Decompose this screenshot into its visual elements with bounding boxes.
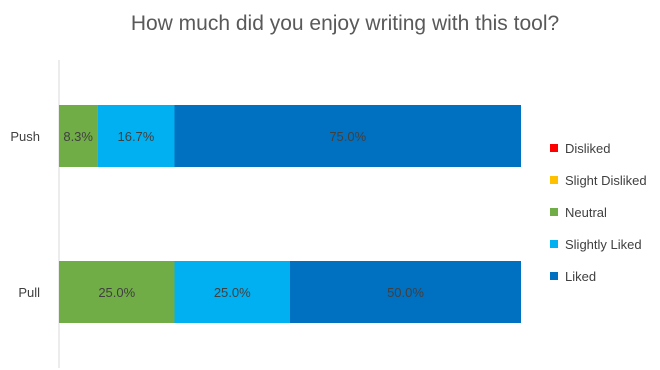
- legend-swatch-neutral: [550, 208, 558, 216]
- legend-swatch-liked: [550, 272, 558, 280]
- chart-title: How much did you enjoy writing with this…: [131, 12, 559, 35]
- legend-label-liked: Liked: [565, 269, 596, 284]
- legend-label-slight-disliked: Slight Disliked: [565, 173, 647, 188]
- bar-pull-neutral: [59, 261, 175, 323]
- data-label-pull-neutral: 25.0%: [98, 285, 135, 300]
- legend-label-slightly-liked: Slightly Liked: [565, 237, 642, 252]
- data-label-pull-liked: 50.0%: [387, 285, 424, 300]
- legend-swatch-slight-disliked: [550, 176, 558, 184]
- legend-swatch-disliked: [550, 144, 558, 152]
- legend-label-neutral: Neutral: [565, 205, 607, 220]
- bar-push-slightly-liked: [97, 105, 175, 167]
- category-label-pull: Pull: [18, 285, 40, 300]
- bar-push-liked: [174, 105, 521, 167]
- data-label-push-liked: 75.0%: [329, 129, 366, 144]
- data-label-push-neutral: 8.3%: [63, 129, 93, 144]
- legend-swatch-slightly-liked: [550, 240, 558, 248]
- data-label-push-slightly-liked: 16.7%: [117, 129, 154, 144]
- category-label-push: Push: [10, 129, 40, 144]
- bar-push-neutral: [59, 105, 98, 167]
- legend: Disliked Slight Disliked Neutral Slightly L…: [550, 141, 647, 284]
- bars-group: Push 8.3% 16.7% 75.0% Pull 25.0% 25.0% 50.0%: [10, 105, 521, 323]
- bar-pull-liked: [290, 261, 521, 323]
- bar-pull-slightly-liked: [174, 261, 290, 323]
- legend-label-disliked: Disliked: [565, 141, 611, 156]
- data-label-pull-slightly-liked: 25.0%: [214, 285, 251, 300]
